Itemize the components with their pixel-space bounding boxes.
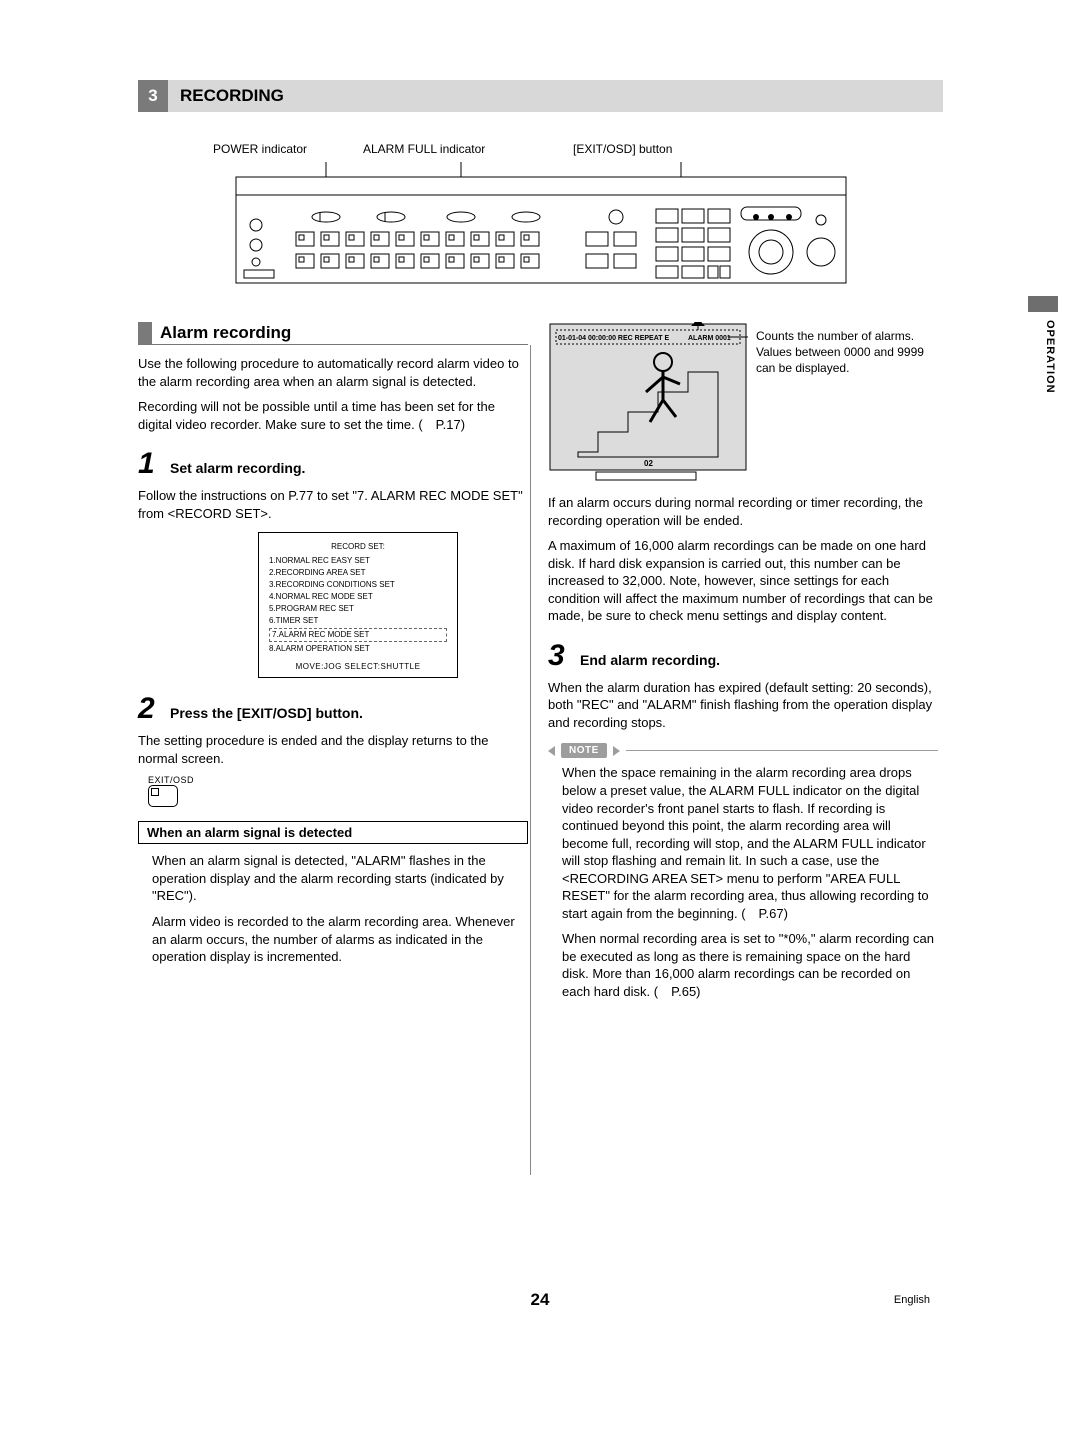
language-label: English bbox=[894, 1294, 930, 1306]
chapter-title: RECORDING bbox=[168, 80, 943, 112]
exit-osd-illustration: EXIT/OSD bbox=[148, 775, 528, 807]
note-header: NOTE bbox=[548, 743, 938, 758]
label-power: POWER indicator bbox=[213, 142, 353, 156]
step-1-text: Follow the instructions on P.77 to set "… bbox=[138, 487, 528, 522]
menu-item: 1.NORMAL REC EASY SET bbox=[269, 555, 447, 567]
monitor-row: 01-01-04 00:00:00 REC REPEAT E ALARM 000… bbox=[548, 322, 938, 482]
monitor-caption-1: Counts the number of alarms. bbox=[756, 329, 914, 343]
exit-osd-button-icon bbox=[148, 785, 178, 807]
section-bar-icon bbox=[138, 322, 152, 344]
step-2-text: The setting procedure is ended and the d… bbox=[138, 732, 528, 767]
note-p1: When the space remaining in the alarm re… bbox=[562, 764, 938, 922]
note-tri-left-icon bbox=[548, 746, 555, 756]
step-2-num: 2 bbox=[138, 692, 160, 726]
section-title: Alarm recording bbox=[160, 323, 291, 343]
menu-item: 2.RECORDING AREA SET bbox=[269, 567, 447, 579]
osd-bottom: 02 bbox=[644, 459, 653, 468]
label-alarm-full: ALARM FULL indicator bbox=[363, 142, 563, 156]
step-1-header: 1 Set alarm recording. bbox=[138, 447, 528, 481]
subbox-p2: Alarm video is recorded to the alarm rec… bbox=[152, 913, 528, 966]
intro-p1: Use the following procedure to automatic… bbox=[138, 355, 528, 390]
step-2-header: 2 Press the [EXIT/OSD] button. bbox=[138, 692, 528, 726]
menu-item: 6.TIMER SET bbox=[269, 615, 447, 627]
osd-line: 01-01-04 00:00:00 REC REPEAT E bbox=[558, 335, 669, 342]
right-p1: If an alarm occurs during normal recordi… bbox=[548, 494, 938, 529]
step-3-text: When the alarm duration has expired (def… bbox=[548, 679, 938, 732]
step-2-title: Press the [EXIT/OSD] button. bbox=[170, 705, 363, 721]
step-3-header: 3 End alarm recording. bbox=[548, 639, 938, 673]
subbox-p1: When an alarm signal is detected, "ALARM… bbox=[152, 852, 528, 905]
menu-item: 5.PROGRAM REC SET bbox=[269, 603, 447, 615]
monitor-illustration: 01-01-04 00:00:00 REC REPEAT E ALARM 000… bbox=[548, 322, 748, 482]
note-line bbox=[626, 750, 938, 751]
record-set-menu: RECORD SET: 1.NORMAL REC EASY SET 2.RECO… bbox=[258, 532, 458, 678]
menu-footer: MOVE:JOG SELECT:SHUTTLE bbox=[269, 661, 447, 673]
chapter-header: 3 RECORDING bbox=[138, 80, 943, 112]
step-3-title: End alarm recording. bbox=[580, 652, 720, 668]
menu-item: 8.ALARM OPERATION SET bbox=[269, 643, 447, 655]
exit-osd-label: EXIT/OSD bbox=[148, 775, 528, 785]
menu-item: 3.RECORDING CONDITIONS SET bbox=[269, 579, 447, 591]
step-3-num: 3 bbox=[548, 639, 570, 673]
chapter-number: 3 bbox=[138, 80, 168, 112]
menu-header: RECORD SET: bbox=[269, 541, 447, 553]
device-label-row: POWER indicator ALARM FULL indicator [EX… bbox=[213, 142, 943, 156]
monitor-caption-2: Values between 0000 and 9999 can be disp… bbox=[756, 345, 924, 375]
note-tri-right-icon bbox=[613, 746, 620, 756]
note-label: NOTE bbox=[561, 743, 607, 758]
menu-item: 4.NORMAL REC MODE SET bbox=[269, 591, 447, 603]
side-tab-marker bbox=[1028, 296, 1058, 312]
osd-alarm: ALARM 0001 bbox=[688, 335, 731, 342]
device-illustration bbox=[226, 162, 856, 292]
step-1-num: 1 bbox=[138, 447, 160, 481]
alarm-signal-subheader: When an alarm signal is detected bbox=[138, 821, 528, 844]
right-p2: A maximum of 16,000 alarm recordings can… bbox=[548, 537, 938, 625]
note-p2: When normal recording area is set to "*0… bbox=[562, 930, 938, 1000]
label-exit-osd: [EXIT/OSD] button bbox=[573, 142, 672, 156]
section-header: Alarm recording bbox=[138, 322, 528, 345]
menu-item-highlighted: 7.ALARM REC MODE SET bbox=[269, 628, 447, 642]
side-tab: OPERATION bbox=[1044, 320, 1056, 394]
intro-p2: Recording will not be possible until a t… bbox=[138, 398, 528, 433]
step-1-title: Set alarm recording. bbox=[170, 460, 305, 476]
